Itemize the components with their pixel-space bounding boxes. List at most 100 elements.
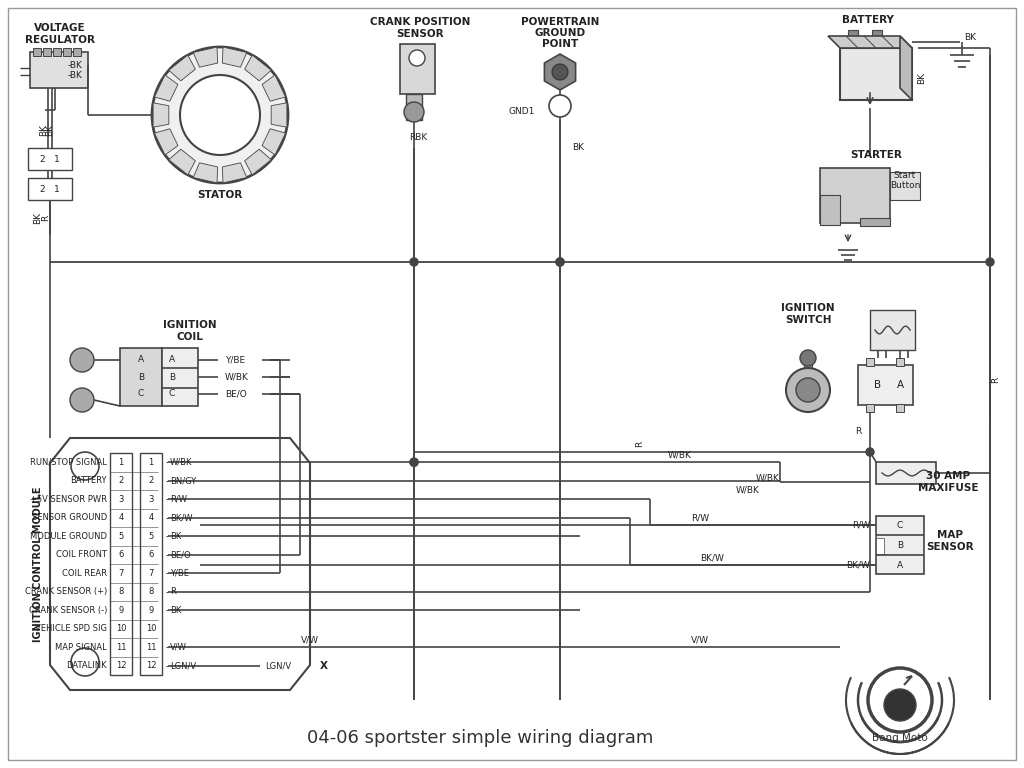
Circle shape xyxy=(796,378,820,402)
Text: POINT: POINT xyxy=(542,39,579,49)
Text: RUN/STOP SIGNAL: RUN/STOP SIGNAL xyxy=(30,458,106,467)
Polygon shape xyxy=(262,129,286,155)
Bar xyxy=(876,462,936,484)
Polygon shape xyxy=(169,55,196,81)
Text: B: B xyxy=(169,372,175,382)
Bar xyxy=(72,354,84,366)
Circle shape xyxy=(409,50,425,66)
Text: MODULE GROUND: MODULE GROUND xyxy=(30,531,106,541)
Text: Start: Start xyxy=(894,171,916,180)
Text: GND1: GND1 xyxy=(509,108,535,117)
Circle shape xyxy=(986,258,994,266)
Text: A: A xyxy=(896,380,903,390)
Bar xyxy=(872,30,882,40)
Polygon shape xyxy=(245,55,271,81)
Text: 4: 4 xyxy=(119,513,124,522)
Text: -BK: -BK xyxy=(68,61,83,69)
Bar xyxy=(896,358,904,366)
Text: BK: BK xyxy=(964,34,976,42)
Text: LGN/V: LGN/V xyxy=(265,661,291,670)
Polygon shape xyxy=(271,103,287,127)
Circle shape xyxy=(70,348,94,372)
Polygon shape xyxy=(194,163,218,183)
Bar xyxy=(72,394,84,406)
Bar xyxy=(43,48,51,56)
Text: DATALINK: DATALINK xyxy=(67,661,106,670)
Text: 04-06 sportster simple wiring diagram: 04-06 sportster simple wiring diagram xyxy=(307,729,653,747)
Text: BK/W: BK/W xyxy=(700,554,724,562)
Text: 8: 8 xyxy=(148,588,154,596)
Text: 8: 8 xyxy=(119,588,124,596)
Polygon shape xyxy=(222,163,247,183)
Circle shape xyxy=(868,668,932,732)
Polygon shape xyxy=(155,129,178,155)
Polygon shape xyxy=(194,47,218,67)
Text: 12: 12 xyxy=(116,661,126,670)
Text: BATTERY: BATTERY xyxy=(842,15,894,25)
Text: 3: 3 xyxy=(148,495,154,504)
Text: 7: 7 xyxy=(148,569,154,578)
Text: SENSOR: SENSOR xyxy=(926,542,974,552)
Text: BK/W: BK/W xyxy=(170,513,193,522)
Text: W/BK: W/BK xyxy=(170,458,193,467)
Text: R/W: R/W xyxy=(691,514,709,522)
Text: POWERTRAIN: POWERTRAIN xyxy=(521,17,599,27)
Text: B: B xyxy=(874,380,882,390)
Text: R: R xyxy=(855,428,861,436)
Text: 1: 1 xyxy=(54,184,59,194)
Text: A: A xyxy=(138,356,144,365)
Circle shape xyxy=(71,648,99,676)
Bar xyxy=(406,94,422,120)
Text: W/BK: W/BK xyxy=(736,485,760,495)
Text: C: C xyxy=(138,389,144,399)
Bar xyxy=(820,195,840,225)
Polygon shape xyxy=(245,149,271,175)
Bar xyxy=(876,516,924,574)
Bar xyxy=(63,48,71,56)
Text: CRANK POSITION: CRANK POSITION xyxy=(370,17,470,27)
Bar xyxy=(866,404,874,412)
Text: 3: 3 xyxy=(119,495,124,504)
Circle shape xyxy=(152,47,288,183)
Bar xyxy=(33,48,41,56)
Bar xyxy=(400,44,435,94)
Text: REGULATOR: REGULATOR xyxy=(25,35,95,45)
Text: 11: 11 xyxy=(116,643,126,652)
Circle shape xyxy=(556,258,564,266)
Polygon shape xyxy=(910,718,922,730)
Text: 7: 7 xyxy=(119,569,124,578)
Text: RBK: RBK xyxy=(409,134,427,143)
Text: V/W: V/W xyxy=(691,636,709,645)
Bar xyxy=(896,684,904,694)
Text: 12: 12 xyxy=(145,661,157,670)
Bar xyxy=(140,453,162,675)
Circle shape xyxy=(556,258,564,266)
Text: R: R xyxy=(170,588,176,596)
Text: CRANK SENSOR (-): CRANK SENSOR (-) xyxy=(29,606,106,614)
Text: CRANK SENSOR (+): CRANK SENSOR (+) xyxy=(25,588,106,596)
Bar xyxy=(896,404,904,412)
Text: 6: 6 xyxy=(119,550,124,559)
Text: 9: 9 xyxy=(148,606,154,614)
Bar xyxy=(30,52,88,88)
Text: COIL FRONT: COIL FRONT xyxy=(56,550,106,559)
Text: SENSOR: SENSOR xyxy=(396,29,443,39)
Bar xyxy=(866,358,874,366)
Text: R/W: R/W xyxy=(852,521,870,529)
Circle shape xyxy=(70,388,94,412)
Text: MAP: MAP xyxy=(937,530,963,540)
Bar xyxy=(162,348,198,406)
Text: BK/W: BK/W xyxy=(846,561,870,570)
Bar xyxy=(804,360,812,390)
Text: VOLTAGE: VOLTAGE xyxy=(34,23,86,33)
Text: 6: 6 xyxy=(148,550,154,559)
Bar xyxy=(73,48,81,56)
Text: C: C xyxy=(897,521,903,529)
Text: A: A xyxy=(169,356,175,365)
Text: 5: 5 xyxy=(119,531,124,541)
Text: COIL REAR: COIL REAR xyxy=(62,569,106,578)
Text: 10: 10 xyxy=(116,624,126,634)
Text: W/BK: W/BK xyxy=(756,474,780,482)
Circle shape xyxy=(800,350,816,366)
Text: BE/O: BE/O xyxy=(170,550,190,559)
